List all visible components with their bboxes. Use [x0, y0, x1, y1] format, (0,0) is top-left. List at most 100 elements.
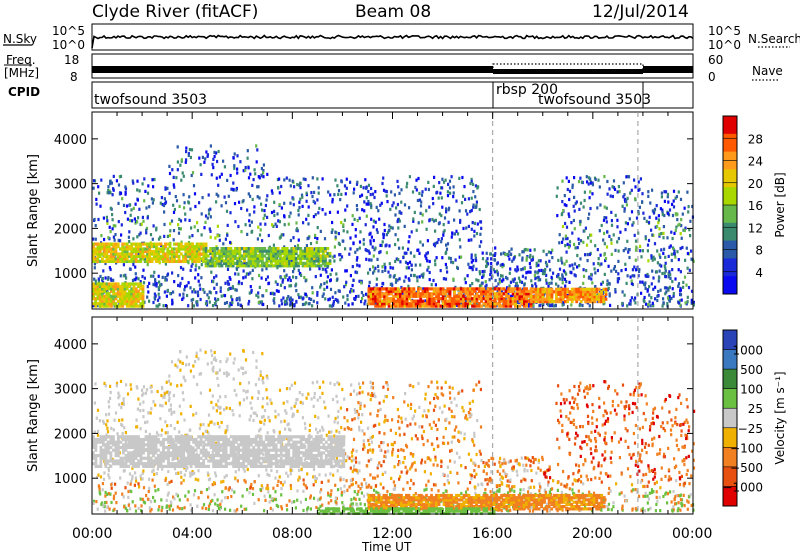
- power-cell: [298, 181, 302, 185]
- power-band-cell: [600, 290, 603, 294]
- power-cell: [208, 290, 211, 294]
- velocity-cell: [559, 402, 563, 406]
- power-band-cell: [473, 294, 477, 298]
- power-cell: [229, 301, 232, 305]
- power-band-cell: [139, 259, 143, 263]
- power-cell: [308, 297, 311, 301]
- power-cell: [680, 298, 683, 302]
- power-cell: [420, 200, 423, 204]
- power-cell: [630, 296, 633, 300]
- velocity-cell: [261, 486, 264, 490]
- power-band-cell: [112, 284, 116, 288]
- power-band-cell: [502, 302, 506, 306]
- velocity-cell: [504, 461, 507, 465]
- power-band-cell: [555, 292, 558, 296]
- power-cell: [395, 206, 398, 210]
- power-band-cell: [423, 287, 427, 291]
- power-cell: [482, 273, 485, 277]
- power-band-cell: [107, 302, 111, 306]
- power-cell: [168, 164, 171, 168]
- nsearch-tick-bottom: 10^0: [708, 38, 741, 52]
- power-cell: [376, 230, 379, 234]
- power-cell: [537, 278, 540, 282]
- power-cell: [418, 191, 421, 195]
- velocity-cell: [280, 493, 283, 497]
- power-cell: [94, 279, 97, 283]
- velocity-cell: [427, 409, 430, 413]
- power-cell: [587, 182, 590, 186]
- power-band-cell: [229, 251, 233, 256]
- power-band-cell: [417, 304, 420, 308]
- power-cell: [599, 203, 602, 207]
- power-cell: [659, 255, 662, 259]
- power-cell: [666, 296, 670, 300]
- power-cell: [510, 247, 513, 251]
- velocity-cell: [359, 406, 362, 410]
- power-cell: [398, 219, 401, 223]
- power-band-cell: [243, 249, 246, 253]
- velocity-cell: [229, 352, 232, 356]
- power-cell: [280, 233, 283, 237]
- velocity-cell: [446, 479, 449, 483]
- power-cell: [577, 237, 580, 241]
- power-band-cell: [252, 261, 255, 265]
- power-cell: [333, 254, 336, 258]
- power-band-cell: [139, 247, 143, 251]
- velocity-cell: [589, 447, 592, 451]
- power-cell: [627, 175, 631, 179]
- velocity-cell: [283, 480, 286, 484]
- power-cell: [560, 258, 563, 263]
- velocity-cell: [189, 369, 192, 373]
- power-cell: [215, 176, 218, 180]
- power-cell: [419, 240, 422, 244]
- power-band-cell: [161, 249, 165, 254]
- power-cell: [106, 219, 109, 223]
- power-cell: [445, 210, 448, 214]
- power-band-cell: [166, 247, 170, 251]
- power-cell: [192, 288, 196, 292]
- power-cell: [173, 280, 176, 284]
- power-band-cell: [477, 294, 481, 298]
- velocity-cell: [642, 484, 645, 489]
- power-band-cell: [191, 242, 194, 246]
- velocity-cell: [410, 402, 413, 406]
- power-cell: [267, 282, 270, 286]
- power-band-cell: [261, 256, 264, 260]
- power-cell: [266, 172, 269, 176]
- power-cell: [505, 275, 508, 280]
- power-cell: [566, 236, 569, 241]
- power-band-cell: [227, 251, 230, 256]
- power-cell: [348, 252, 351, 256]
- velocity-cell: [449, 449, 452, 453]
- power-cell: [253, 168, 256, 172]
- power-band-cell: [175, 247, 179, 251]
- power-cell: [434, 259, 437, 263]
- power-band-cell: [279, 264, 282, 268]
- power-band-cell: [130, 304, 134, 308]
- power-band-cell: [166, 257, 170, 261]
- power-cell: [454, 258, 457, 262]
- power-band-cell: [170, 259, 174, 263]
- power-cell: [564, 270, 567, 274]
- power-band-cell: [245, 251, 249, 256]
- power-cell: [634, 239, 638, 243]
- power-band-cell: [419, 302, 423, 306]
- power-band-cell: [600, 292, 603, 296]
- xtick-1: 04:00: [172, 526, 213, 542]
- velocity-cell: [142, 415, 145, 419]
- velocity-cell: [374, 476, 377, 480]
- power-band-cell: [376, 287, 380, 291]
- velocity-cell: [187, 490, 190, 494]
- velocity-cell: [351, 482, 354, 486]
- power-band-cell: [530, 295, 533, 299]
- power-band-cell: [265, 249, 269, 253]
- power-band-cell: [588, 292, 592, 296]
- power-cell: [200, 263, 203, 267]
- power-cell: [213, 301, 217, 306]
- velocity-cell: [294, 506, 297, 510]
- power-cell: [437, 196, 440, 200]
- power-cell: [372, 271, 375, 275]
- power-cell: [645, 219, 648, 223]
- velocity-cell: [301, 393, 304, 397]
- power-cell: [432, 202, 435, 206]
